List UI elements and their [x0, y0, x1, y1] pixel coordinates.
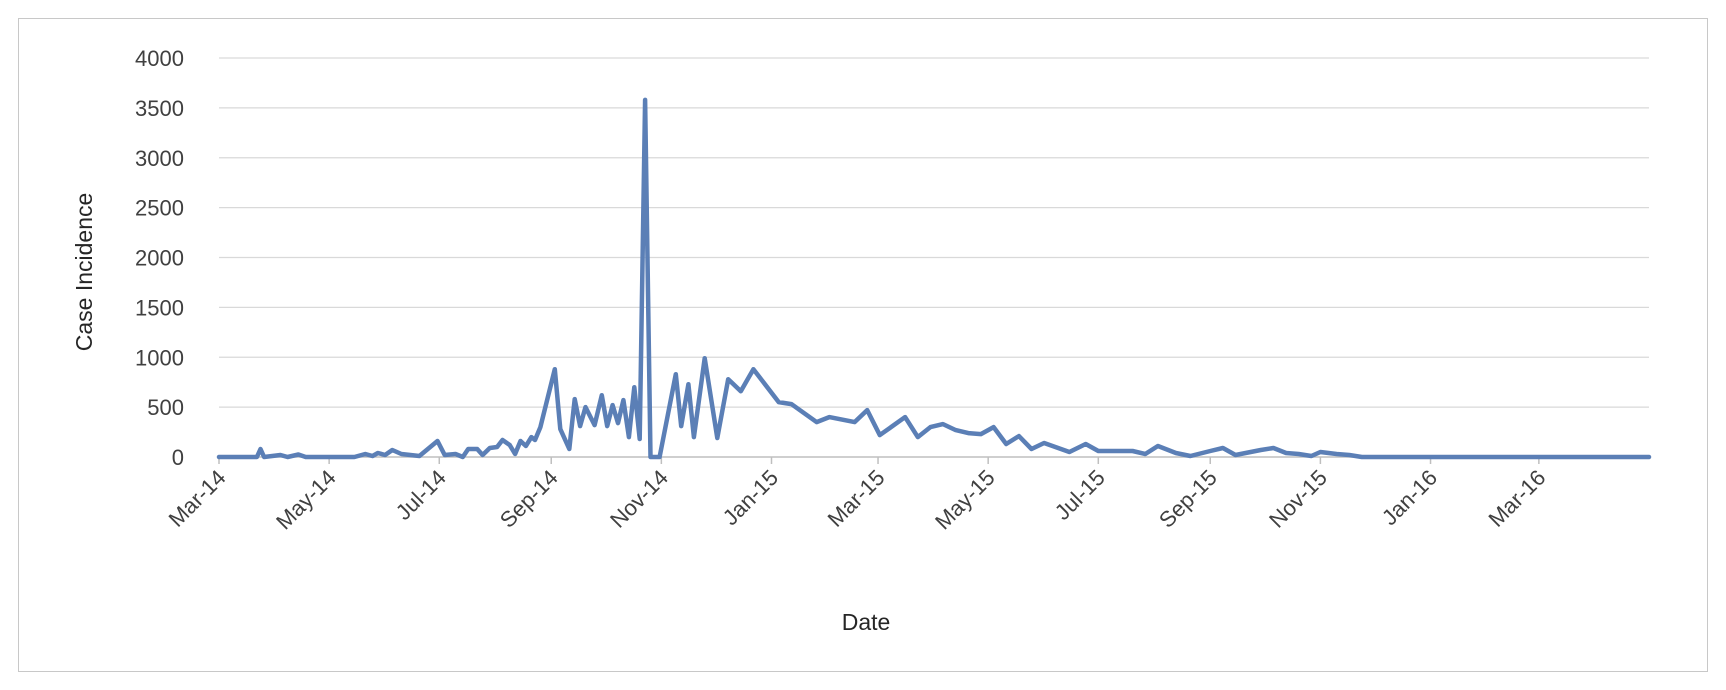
x-tick-label: Mar-14	[164, 465, 231, 532]
x-tick-label: Nov-15	[1264, 465, 1332, 533]
chart-frame	[18, 18, 1708, 672]
x-tick-label: Nov-14	[605, 465, 673, 533]
x-tick-label: Jan-15	[718, 465, 783, 530]
y-tick-label: 2500	[135, 196, 184, 221]
y-tick-label: 4000	[135, 46, 184, 71]
y-tick-label: 3500	[135, 96, 184, 121]
y-axis-title: Case Incidence	[71, 193, 97, 352]
series-line	[216, 97, 1652, 460]
gridlines	[219, 57, 1649, 408]
y-tick-label: 2000	[135, 246, 184, 271]
x-tick-label: Mar-15	[823, 465, 890, 532]
x-tick-label: Mar-16	[1483, 465, 1550, 532]
x-tick-label: Sep-15	[1154, 465, 1222, 533]
y-tick-label: 0	[172, 445, 184, 470]
x-tick-label: May-14	[271, 465, 341, 535]
y-axis-ticks: 0 500 1000 1500 2000 2500 3000 3500 4000	[135, 46, 184, 470]
x-tick-label: Jul-14	[391, 465, 451, 525]
y-tick-label: 500	[147, 395, 184, 420]
x-tick-label: May-15	[930, 465, 1000, 535]
x-axis-title: Date	[842, 609, 891, 635]
x-tick-label: Sep-14	[495, 465, 563, 533]
y-tick-label: 1000	[135, 345, 184, 370]
x-axis-ticks: Mar-14 May-14 Jul-14 Sep-14 Nov-14 Jan-15 Mar-…	[164, 457, 1550, 535]
series-group	[216, 97, 1652, 460]
y-tick-label: 3000	[135, 146, 184, 171]
x-tick-label: Jan-16	[1377, 465, 1442, 530]
y-tick-label: 1500	[135, 295, 184, 320]
x-tick-label: Jul-15	[1050, 465, 1110, 525]
